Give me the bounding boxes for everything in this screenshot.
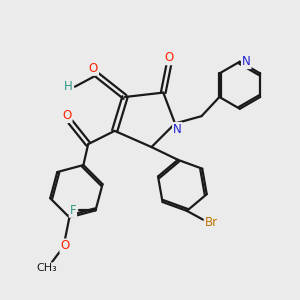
Text: F: F (70, 204, 76, 217)
Text: CH₃: CH₃ (36, 263, 57, 273)
Text: O: O (62, 109, 72, 122)
Text: O: O (60, 239, 70, 252)
Text: N: N (173, 123, 182, 136)
Text: O: O (164, 51, 174, 64)
Text: Br: Br (205, 216, 218, 229)
Text: N: N (242, 55, 251, 68)
Text: H: H (64, 80, 73, 93)
Text: O: O (89, 62, 98, 75)
